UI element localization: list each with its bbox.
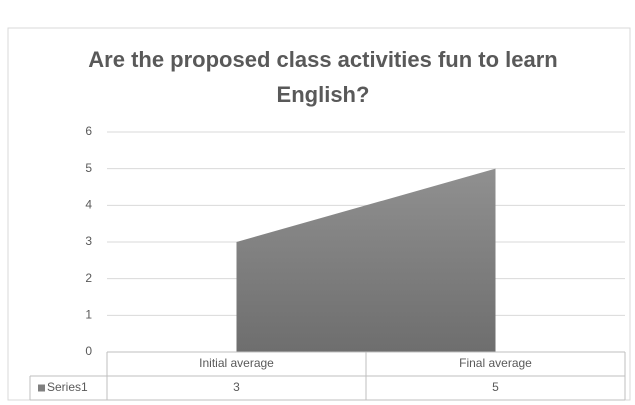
table-value: 3	[233, 380, 240, 394]
x-tick-label: Initial average	[199, 356, 274, 370]
y-tick-label: 3	[85, 234, 92, 248]
x-tick-label: Final average	[459, 356, 532, 370]
y-tick-label: 6	[85, 124, 92, 138]
y-tick-label: 5	[85, 161, 92, 175]
legend-key	[38, 384, 45, 392]
area	[236, 168, 496, 352]
y-tick-label: 1	[85, 308, 92, 322]
chart-title: Are the proposed class activities fun to…	[88, 47, 558, 107]
table-value: 5	[492, 380, 499, 394]
y-tick-label: 0	[85, 344, 92, 358]
legend-label: Series1	[47, 380, 88, 394]
y-tick-label: 4	[85, 198, 92, 212]
y-tick-label: 2	[85, 271, 92, 285]
